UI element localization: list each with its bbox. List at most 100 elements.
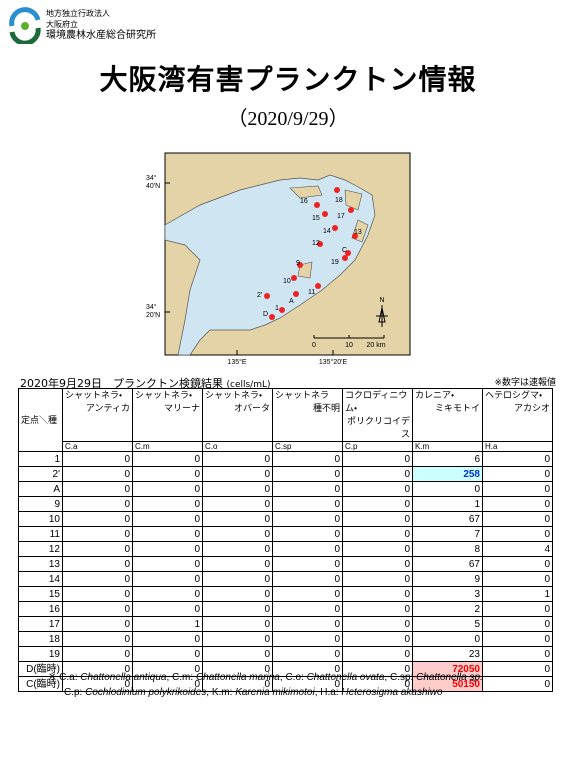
station: 1 — [18, 451, 63, 467]
scale-label: 10 — [345, 342, 353, 349]
count: 0 — [272, 556, 343, 572]
station-dot — [269, 314, 275, 320]
abbr: C.a: — [59, 672, 78, 683]
count: 0 — [202, 511, 273, 527]
count: 0 — [202, 466, 273, 482]
count: 0 — [62, 496, 133, 512]
count: 0 — [132, 601, 203, 617]
species: Heterosigma akashiwo — [341, 687, 443, 698]
count: 0 — [202, 451, 273, 467]
station: 13 — [18, 556, 63, 572]
station-dot — [317, 241, 323, 247]
count: 0 — [132, 631, 203, 647]
station: C(臨時) — [18, 676, 63, 692]
column-header: カレニア・ ミキモトイ — [412, 388, 483, 442]
count: 0 — [62, 601, 133, 617]
count: 23 — [412, 646, 483, 662]
count: 0 — [482, 481, 553, 497]
count: 0 — [342, 481, 413, 497]
header-line1: カレニア・ — [415, 390, 455, 400]
station: 10 — [18, 511, 63, 527]
count: 0 — [272, 481, 343, 497]
count: 0 — [132, 451, 203, 467]
abbr: C.sp — [272, 441, 343, 452]
station-dot — [315, 283, 321, 289]
abbr: C.m: — [172, 672, 194, 683]
header-row: 定点＼種 シャットネラ・ アンティカ シャットネラ・ マリーナ シャットネラ・ オバータ シャ… — [18, 388, 553, 452]
abbr: C.sp: — [389, 672, 414, 683]
abbr: C.o — [202, 441, 273, 452]
header-line2: ポリクリコイデス — [346, 416, 410, 439]
species: Chattonella ovata — [306, 672, 385, 683]
footnote-line: ※ C.a: Chattonella antiqua, C.m: Chatton… — [48, 672, 483, 683]
station-label: 18 — [335, 197, 343, 204]
station-label: A — [289, 298, 294, 305]
lon-label: 135°20'E — [319, 358, 348, 366]
abbr: C.m — [132, 441, 203, 452]
org-line: 大阪府立 — [46, 20, 78, 29]
header-line1: シャットネラ・ — [65, 390, 123, 400]
data-row: 12 0 0 0 0 0 8 4 — [18, 541, 553, 557]
subtitle: （2020/9/29） — [227, 108, 349, 130]
count: 0 — [272, 451, 343, 467]
count: 0 — [132, 511, 203, 527]
count: 0 — [482, 556, 553, 572]
count: 0 — [482, 616, 553, 632]
count: 0 — [342, 571, 413, 587]
org-line: 地方独立行政法人 — [46, 9, 110, 18]
species: Chattonella marina — [195, 672, 280, 683]
lat-label: 34° 40'N — [146, 174, 160, 190]
header-line1: シャットネラ — [275, 390, 330, 400]
count: 0 — [482, 571, 553, 587]
count: 0 — [62, 526, 133, 542]
count: 258 — [412, 466, 483, 482]
station-label: 16 — [300, 198, 308, 205]
count: 0 — [272, 631, 343, 647]
count: 0 — [62, 586, 133, 602]
count: 0 — [202, 586, 273, 602]
count: 0 — [272, 511, 343, 527]
count: 0 — [132, 586, 203, 602]
header-line2: オバータ — [233, 403, 270, 413]
data-row: 15 0 0 0 0 0 3 1 — [18, 586, 553, 602]
station-dot — [279, 307, 285, 313]
count: 0 — [342, 451, 413, 467]
logo — [9, 7, 41, 44]
station-label: D — [263, 311, 268, 318]
station-label: 15 — [312, 215, 320, 222]
count: 1 — [412, 496, 483, 512]
data-row: 10 0 0 0 0 0 67 0 — [18, 511, 553, 527]
header-line1: シャットネラ・ — [135, 390, 193, 400]
abbr: C.p — [342, 441, 413, 452]
title: 大阪湾有害プランクトン情報 — [99, 63, 477, 96]
column-header: コクロディニウム・ ポリクリコイデス — [342, 388, 413, 442]
count: 0 — [342, 646, 413, 662]
count: 0 — [62, 481, 133, 497]
marker: ※ — [48, 672, 57, 683]
header-line2: アカシオ — [513, 403, 550, 413]
station: 12 — [18, 541, 63, 557]
data-row: C(臨時) 0 0 0 0 0 50150 0 — [18, 676, 553, 692]
station-label: 13 — [354, 229, 362, 236]
count: 6 — [412, 451, 483, 467]
result-table: 定点＼種 シャットネラ・ アンティカ シャットネラ・ マリーナ シャットネラ・ オバータ シャ… — [18, 388, 553, 692]
count: 0 — [62, 631, 133, 647]
north-label: N — [379, 297, 384, 304]
station-dot — [352, 233, 358, 239]
count: 0 — [482, 451, 553, 467]
count: 0 — [342, 616, 413, 632]
count: 0 — [62, 466, 133, 482]
count: 0 — [482, 601, 553, 617]
column-header: シャットネラ・ マリーナ — [132, 388, 203, 442]
count: 0 — [62, 556, 133, 572]
count: 0 — [62, 451, 133, 467]
count: 0 — [342, 496, 413, 512]
abbr: H.a: — [320, 687, 339, 698]
station-label: 10 — [283, 278, 291, 285]
lon-label: 135°E — [227, 358, 246, 366]
count: 0 — [342, 511, 413, 527]
footnote-line: C.p: Cochlodinium polykrikoides, K.m: Ka… — [64, 687, 443, 698]
count: 0 — [482, 526, 553, 542]
count: 0 — [202, 646, 273, 662]
